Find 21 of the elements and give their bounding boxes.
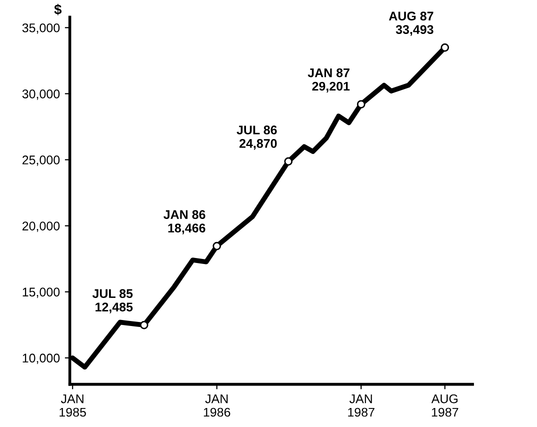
y-tick-label: 10,000 xyxy=(22,354,60,364)
annotation: JAN 87 29,201 xyxy=(308,68,350,92)
annotation: AUG 87 33,493 xyxy=(388,12,434,36)
y-tick-label: 25,000 xyxy=(22,156,60,166)
point xyxy=(284,157,293,166)
x-tick-label: JAN 1986 xyxy=(204,394,230,417)
point xyxy=(140,320,148,330)
x-tick-label: JAN 1985 xyxy=(60,394,86,417)
annotation: JUL 85 12,485 xyxy=(92,289,133,314)
y-tick-label: 35,000 xyxy=(22,23,60,34)
point xyxy=(212,242,222,250)
x-tick-label: JAN 1987 xyxy=(348,394,374,417)
y-tick-label: 20,000 xyxy=(22,222,60,232)
point xyxy=(356,100,366,108)
annotation: JUL 86 24,870 xyxy=(236,126,277,150)
x-tick-label: AUG 1987 xyxy=(431,394,458,417)
annotation: JAN 86 18,466 xyxy=(164,210,206,234)
y-axis-title: $ xyxy=(54,4,62,16)
y-tick-label: 30,000 xyxy=(22,89,60,100)
point xyxy=(440,43,450,52)
y-tick-label: 15,000 xyxy=(22,288,60,298)
